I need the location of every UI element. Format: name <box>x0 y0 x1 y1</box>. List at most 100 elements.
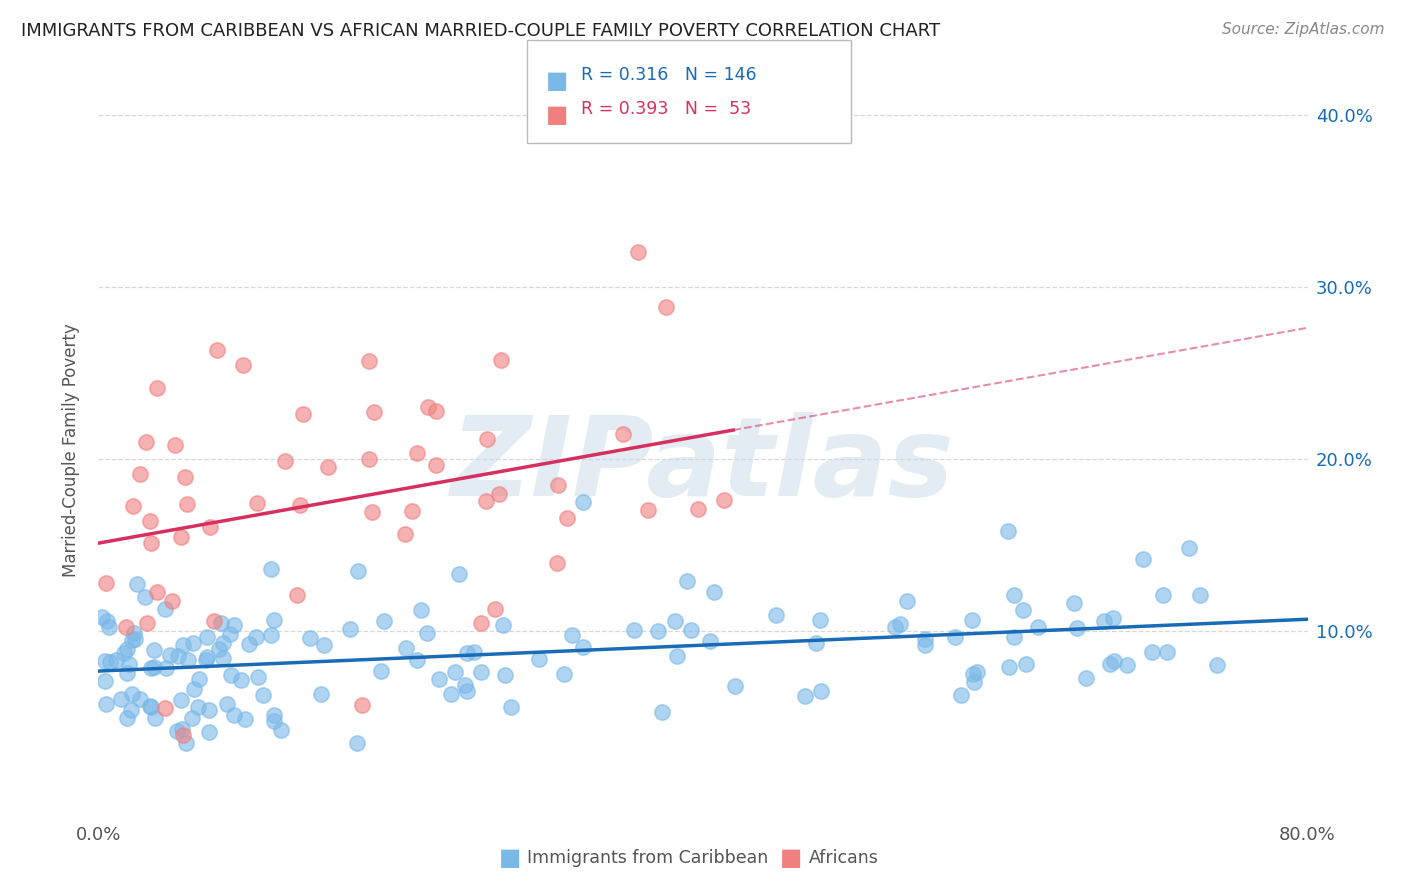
Point <box>135 615 157 630</box>
Point <box>115 665 138 680</box>
Point <box>488 487 510 501</box>
Point <box>699 634 721 648</box>
Point <box>259 628 281 642</box>
Point <box>142 643 165 657</box>
Point <box>252 688 274 702</box>
Point <box>141 700 163 714</box>
Point <box>211 651 233 665</box>
Point <box>124 632 146 646</box>
Point <box>233 712 256 726</box>
Point <box>292 407 315 421</box>
Point <box>440 687 463 701</box>
Point <box>357 354 380 368</box>
Point <box>357 452 380 467</box>
Point <box>679 623 702 637</box>
Point <box>94 576 117 591</box>
Point <box>966 665 988 680</box>
Point <box>425 458 447 472</box>
Point <box>555 511 578 525</box>
Point <box>1099 657 1122 671</box>
Text: R = 0.316   N = 146: R = 0.316 N = 146 <box>581 66 756 84</box>
Point <box>1178 541 1201 555</box>
Point <box>494 668 516 682</box>
Point <box>1076 672 1098 686</box>
Point <box>914 638 936 652</box>
Point <box>174 470 197 484</box>
Point <box>1066 621 1088 635</box>
Point <box>370 665 392 679</box>
Point <box>174 736 197 750</box>
Point <box>224 708 246 723</box>
Point <box>115 641 138 656</box>
Point <box>122 499 145 513</box>
Text: ZIPatlas: ZIPatlas <box>451 412 955 519</box>
Point <box>212 636 235 650</box>
Point <box>146 585 169 599</box>
Point <box>703 585 725 599</box>
Point <box>499 700 522 714</box>
Point <box>288 498 311 512</box>
Point <box>209 616 232 631</box>
Point <box>97 620 120 634</box>
Point <box>312 638 335 652</box>
Point <box>1152 588 1174 602</box>
Point <box>1002 630 1025 644</box>
Point <box>914 632 936 647</box>
Point <box>135 435 157 450</box>
Point <box>1142 645 1164 659</box>
Point <box>1116 657 1139 672</box>
Point <box>263 708 285 723</box>
Point <box>686 502 709 516</box>
Point <box>167 648 190 663</box>
Point <box>309 687 332 701</box>
Point <box>98 655 121 669</box>
Point <box>120 704 142 718</box>
Point <box>666 648 689 663</box>
Point <box>395 640 418 655</box>
Point <box>416 626 439 640</box>
Point <box>238 637 260 651</box>
Point <box>197 725 219 739</box>
Point <box>527 652 550 666</box>
Text: Africans: Africans <box>808 849 879 867</box>
Point <box>361 505 384 519</box>
Point <box>270 723 292 737</box>
Point <box>411 603 433 617</box>
Point <box>183 681 205 696</box>
Point <box>884 620 907 634</box>
Point <box>138 514 160 528</box>
Point <box>205 343 228 357</box>
Point <box>724 679 747 693</box>
Point <box>115 620 138 634</box>
Text: ■: ■ <box>546 69 568 93</box>
Point <box>198 703 221 717</box>
Point <box>713 493 735 508</box>
Point <box>141 536 163 550</box>
Point <box>215 697 238 711</box>
Point <box>121 687 143 701</box>
Point <box>808 613 831 627</box>
Text: ■: ■ <box>780 847 803 870</box>
Point <box>159 648 181 662</box>
Point <box>145 382 167 396</box>
Point <box>187 700 209 714</box>
Point <box>160 594 183 608</box>
Point <box>443 665 465 679</box>
Point <box>962 613 984 627</box>
Point <box>155 660 177 674</box>
Point <box>163 438 186 452</box>
Point <box>546 556 568 570</box>
Point <box>484 602 506 616</box>
Point <box>350 698 373 712</box>
Point <box>962 666 984 681</box>
Point <box>246 496 269 510</box>
Point <box>571 640 593 655</box>
Point <box>794 689 817 703</box>
Point <box>96 697 118 711</box>
Point <box>129 692 152 706</box>
Point <box>195 649 218 664</box>
Point <box>447 567 470 582</box>
Point <box>998 660 1021 674</box>
Point <box>198 520 221 534</box>
Point <box>229 673 252 687</box>
